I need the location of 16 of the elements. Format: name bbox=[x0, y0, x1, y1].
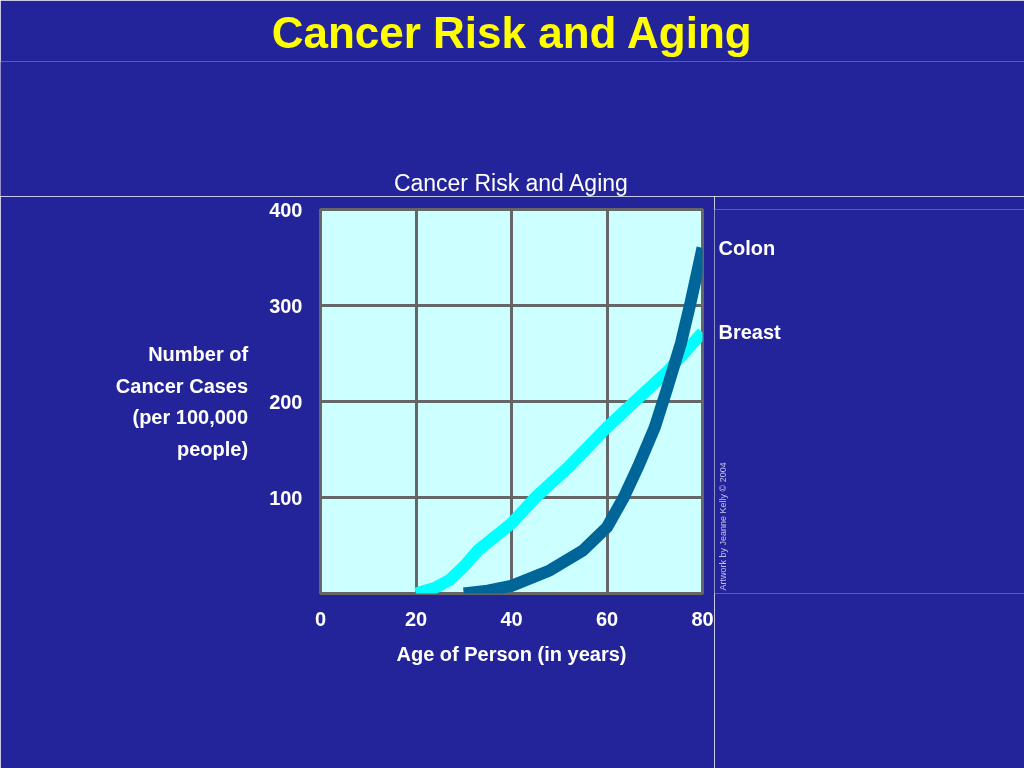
y-tick-label: 200 bbox=[269, 390, 303, 413]
chart-subtitle: Cancer Risk and Aging bbox=[271, 7, 752, 57]
text: Artwork by Jeanne Kelly © 2004 bbox=[717, 462, 728, 591]
series-label: Colon bbox=[718, 236, 776, 259]
series-label: Breast bbox=[718, 321, 782, 344]
y-tick-label: 300 bbox=[269, 294, 303, 317]
y-tick-label: 100 bbox=[269, 486, 303, 509]
y-tick-label: 400 bbox=[269, 198, 303, 221]
x-tick-label: 80 bbox=[691, 607, 714, 630]
y-axis-title: Number of Cancer Cases (per 100,000 people) bbox=[115, 342, 249, 461]
x-tick-label: 60 bbox=[595, 607, 619, 630]
x-axis-title: Age of Person (in years) bbox=[396, 642, 627, 665]
x-tick-label: 40 bbox=[500, 607, 523, 630]
x-tick-label: 20 bbox=[404, 607, 428, 630]
x-tick-label: 0 bbox=[314, 607, 327, 630]
chart-title: Cancer Risk and Aging bbox=[393, 169, 628, 196]
